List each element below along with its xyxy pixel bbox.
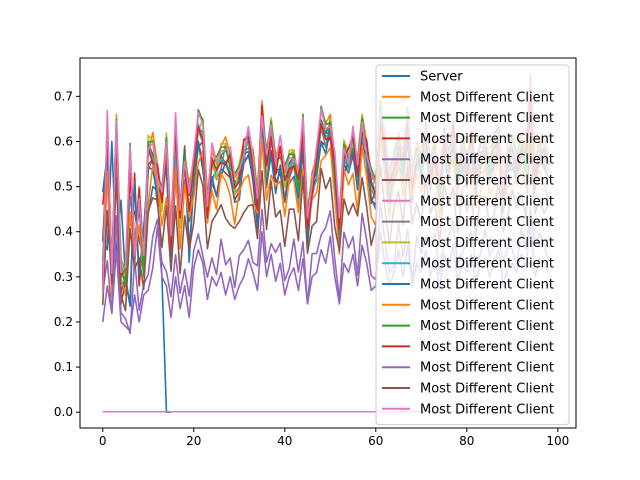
x-tick-label: 60 xyxy=(368,434,383,448)
x-tick-label: 20 xyxy=(186,434,201,448)
legend-label: Most Different Client xyxy=(420,132,554,147)
legend-label: Most Different Client xyxy=(420,319,554,334)
legend-label: Most Different Client xyxy=(420,382,554,397)
y-tick-label: 0.7 xyxy=(54,89,73,103)
y-tick-label: 0.4 xyxy=(54,225,73,239)
legend-label: Most Different Client xyxy=(420,174,554,189)
legend-box xyxy=(375,64,570,426)
y-tick-label: 0.2 xyxy=(54,315,73,329)
legend-label: Most Different Client xyxy=(420,402,554,417)
x-tick-label: 100 xyxy=(546,434,569,448)
legend-label: Most Different Client xyxy=(420,340,554,355)
x-tick-label: 80 xyxy=(459,434,474,448)
x-axis: 0 20 40 60 80 100 xyxy=(99,428,569,448)
legend-label: Most Different Client xyxy=(420,90,554,105)
x-tick-label: 40 xyxy=(277,434,292,448)
legend-label: Most Different Client xyxy=(420,153,554,168)
legend-label: Most Different Client xyxy=(420,278,554,293)
legend-label: Most Different Client xyxy=(420,215,554,230)
legend-label: Most Different Client xyxy=(420,257,554,272)
legend-label: Most Different Client xyxy=(420,111,554,126)
legend: Server Most Different Client Most Differen… xyxy=(375,64,570,426)
y-tick-label: 0.0 xyxy=(54,405,73,419)
y-tick-label: 0.3 xyxy=(54,270,73,284)
legend-label: Server xyxy=(420,70,463,85)
legend-label: Most Different Client xyxy=(420,236,554,251)
legend-label: Most Different Client xyxy=(420,298,554,313)
x-tick-label: 0 xyxy=(99,434,107,448)
y-tick-label: 0.6 xyxy=(54,134,73,148)
legend-label: Most Different Client xyxy=(420,194,554,209)
y-tick-label: 0.1 xyxy=(54,360,73,374)
plot-frame xyxy=(79,57,577,429)
y-tick-label: 0.5 xyxy=(54,180,73,194)
legend-label: Most Different Client xyxy=(420,361,554,376)
y-axis: 0.0 0.1 0.2 0.3 0.4 0.5 0.6 0.7 xyxy=(54,89,80,419)
